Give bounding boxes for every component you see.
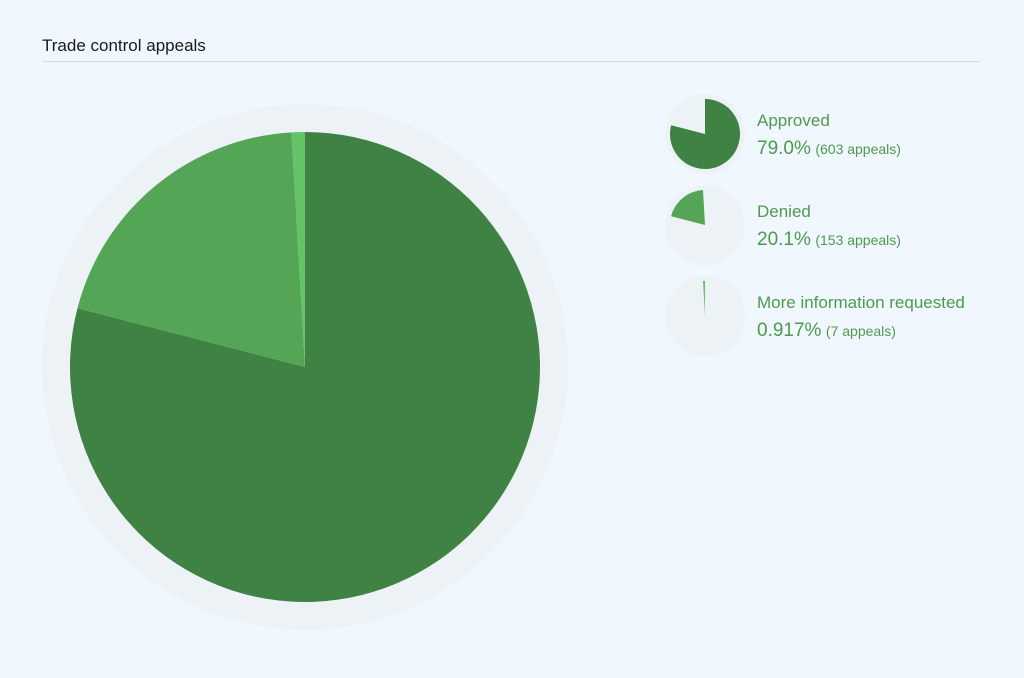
legend-percent: 79.0% xyxy=(757,138,811,159)
legend-value-line: 0.917% (7 appeals) xyxy=(757,320,965,342)
legend-swatch-slice[interactable] xyxy=(671,190,705,225)
pie-chart xyxy=(42,104,568,630)
legend-swatch-more-information-requested xyxy=(665,276,745,356)
legend-percent: 0.917% xyxy=(757,320,822,341)
legend-swatch-denied xyxy=(665,185,745,265)
chart-title: Trade control appeals xyxy=(42,36,206,55)
legend-label: Approved xyxy=(757,111,830,130)
legend-text: Denied 20.1% (153 appeals) xyxy=(757,201,901,251)
legend-value-line: 20.1% (153 appeals) xyxy=(757,229,901,251)
legend-label: Denied xyxy=(757,202,811,221)
legend-swatch-approved xyxy=(665,94,745,174)
pie-slice-denied[interactable] xyxy=(77,132,306,367)
legend-percent: 20.1% xyxy=(757,229,811,250)
legend-swatch-slice[interactable] xyxy=(670,99,740,169)
legend-count: (603 appeals) xyxy=(815,141,901,157)
legend-text: Approved 79.0% (603 appeals) xyxy=(757,110,901,160)
legend: Approved 79.0% (603 appeals) Denied 20.1% (… xyxy=(665,94,1005,367)
pie-slice-more-information-requested[interactable] xyxy=(291,132,305,367)
legend-item-denied[interactable]: Denied 20.1% (153 appeals) xyxy=(665,185,1005,265)
legend-item-approved[interactable]: Approved 79.0% (603 appeals) xyxy=(665,94,1005,174)
legend-count: (153 appeals) xyxy=(815,232,901,248)
legend-value-line: 79.0% (603 appeals) xyxy=(757,138,901,160)
legend-label: More information requested xyxy=(757,293,965,312)
chart-header: Trade control appeals xyxy=(42,36,980,62)
legend-text: More information requested 0.917% (7 appe… xyxy=(757,292,965,342)
legend-swatch-slice[interactable] xyxy=(702,281,705,316)
legend-item-more-information-requested[interactable]: More information requested 0.917% (7 appe… xyxy=(665,276,1005,356)
legend-count: (7 appeals) xyxy=(825,323,896,339)
